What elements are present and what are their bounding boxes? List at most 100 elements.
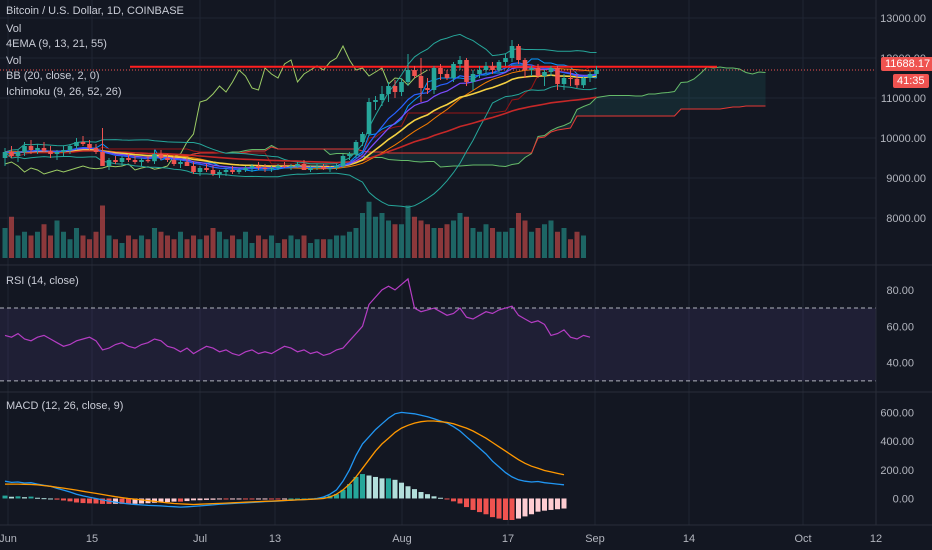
candle-body[interactable] — [431, 68, 437, 90]
candle-body[interactable] — [353, 142, 359, 154]
candle-body[interactable] — [41, 148, 47, 151]
candle-body[interactable] — [113, 160, 118, 162]
candle-body[interactable] — [308, 168, 313, 170]
candle-body[interactable] — [28, 146, 34, 150]
candle-body[interactable] — [360, 134, 365, 142]
candle-body[interactable] — [548, 68, 554, 72]
candle-body[interactable] — [87, 144, 92, 148]
candle-body[interactable] — [288, 166, 294, 167]
candle-body[interactable] — [126, 158, 131, 160]
indicator-label-vol-2[interactable]: Vol — [6, 55, 22, 67]
macd-label[interactable]: MACD (12, 26, close, 9) — [6, 400, 124, 412]
candle-body[interactable] — [80, 142, 86, 144]
candle-body[interactable] — [165, 158, 170, 160]
macd-signal-line[interactable] — [5, 420, 565, 506]
candle-body[interactable] — [444, 74, 450, 78]
candle-body[interactable] — [470, 74, 476, 82]
candle-body[interactable] — [145, 160, 151, 162]
candle-body[interactable] — [379, 94, 385, 100]
candle-body[interactable] — [119, 158, 125, 162]
candle-body[interactable] — [327, 168, 333, 170]
candle-body[interactable] — [178, 162, 183, 164]
candle-body[interactable] — [269, 168, 274, 169]
candle-body[interactable] — [594, 70, 599, 74]
candle-body[interactable] — [340, 156, 346, 166]
candle-body[interactable] — [236, 170, 242, 172]
rsi-label[interactable]: RSI (14, close) — [6, 275, 79, 287]
candle-body[interactable] — [61, 150, 66, 152]
candle-body[interactable] — [197, 168, 203, 172]
candle-body[interactable] — [464, 60, 469, 82]
candle-body[interactable] — [405, 70, 411, 82]
rsi-line[interactable] — [4, 277, 591, 357]
candle-body[interactable] — [171, 160, 177, 164]
candle-body[interactable] — [223, 170, 229, 172]
candle-body[interactable] — [295, 164, 300, 166]
candle-body[interactable] — [542, 72, 547, 76]
candle-body[interactable] — [262, 168, 268, 169]
candle-body[interactable] — [204, 168, 209, 170]
indicator-label-bb[interactable]: BB (20, close, 2, 0) — [6, 70, 100, 82]
candle-body[interactable] — [574, 78, 580, 86]
candle-body[interactable] — [256, 166, 261, 168]
candle-body[interactable] — [67, 146, 73, 150]
candle-body[interactable] — [243, 168, 248, 170]
candle-body[interactable] — [22, 146, 27, 152]
candle-body[interactable] — [516, 46, 521, 60]
candle-body[interactable] — [184, 162, 190, 166]
candle-body[interactable] — [561, 78, 567, 84]
candle-body[interactable] — [106, 160, 112, 166]
candle-body[interactable] — [490, 66, 495, 70]
candle-body[interactable] — [477, 70, 482, 74]
candle-body[interactable] — [100, 152, 105, 166]
candle-body[interactable] — [535, 68, 541, 76]
candle-body[interactable] — [366, 102, 372, 134]
candle-body[interactable] — [483, 66, 489, 70]
candle-body[interactable] — [54, 152, 60, 154]
candle-body[interactable] — [529, 68, 534, 70]
candle-body[interactable] — [457, 60, 463, 64]
candle-body[interactable] — [418, 76, 424, 88]
candle-body[interactable] — [9, 152, 14, 156]
candle-body[interactable] — [438, 68, 443, 74]
candle-body[interactable] — [48, 150, 53, 154]
candle-body[interactable] — [386, 86, 391, 94]
candle-body[interactable] — [399, 82, 404, 92]
candle-body[interactable] — [191, 166, 196, 172]
candle-body[interactable] — [15, 152, 21, 156]
indicator-label-ichimoku[interactable]: Ichimoku (9, 26, 52, 26) — [6, 86, 122, 98]
candle-body[interactable] — [412, 70, 417, 76]
candle-body[interactable] — [568, 78, 573, 79]
candle-body[interactable] — [334, 166, 339, 168]
candle-body[interactable] — [132, 160, 138, 162]
candle-body[interactable] — [282, 166, 287, 167]
candle-body[interactable] — [509, 46, 515, 58]
rsi-panel[interactable] — [0, 277, 876, 382]
candle-body[interactable] — [503, 58, 508, 62]
candle-body[interactable] — [158, 154, 164, 158]
candle-body[interactable] — [555, 68, 560, 84]
candle-body[interactable] — [451, 64, 456, 78]
candle-body[interactable] — [210, 170, 216, 174]
candle-body[interactable] — [217, 172, 222, 174]
candle-body[interactable] — [35, 148, 40, 150]
candle-body[interactable] — [522, 60, 528, 70]
candle-body[interactable] — [392, 86, 398, 92]
candle-body[interactable] — [139, 160, 144, 162]
candle-body[interactable] — [347, 154, 352, 156]
candle-body[interactable] — [74, 142, 79, 146]
candle-body[interactable] — [2, 152, 8, 158]
candle-body[interactable] — [249, 166, 255, 168]
candle-body[interactable] — [581, 78, 586, 86]
indicator-label-vol[interactable]: Vol — [6, 23, 22, 35]
candlesticks[interactable] — [2, 40, 599, 178]
candle-body[interactable] — [301, 164, 307, 170]
candle-body[interactable] — [373, 100, 378, 102]
candle-body[interactable] — [230, 170, 235, 172]
indicator-label-ema[interactable]: 4EMA (9, 13, 21, 55) — [6, 38, 107, 50]
candle-body[interactable] — [152, 154, 157, 162]
candle-body[interactable] — [321, 166, 326, 170]
macd-panel[interactable] — [2, 411, 567, 520]
candle-body[interactable] — [93, 148, 99, 152]
